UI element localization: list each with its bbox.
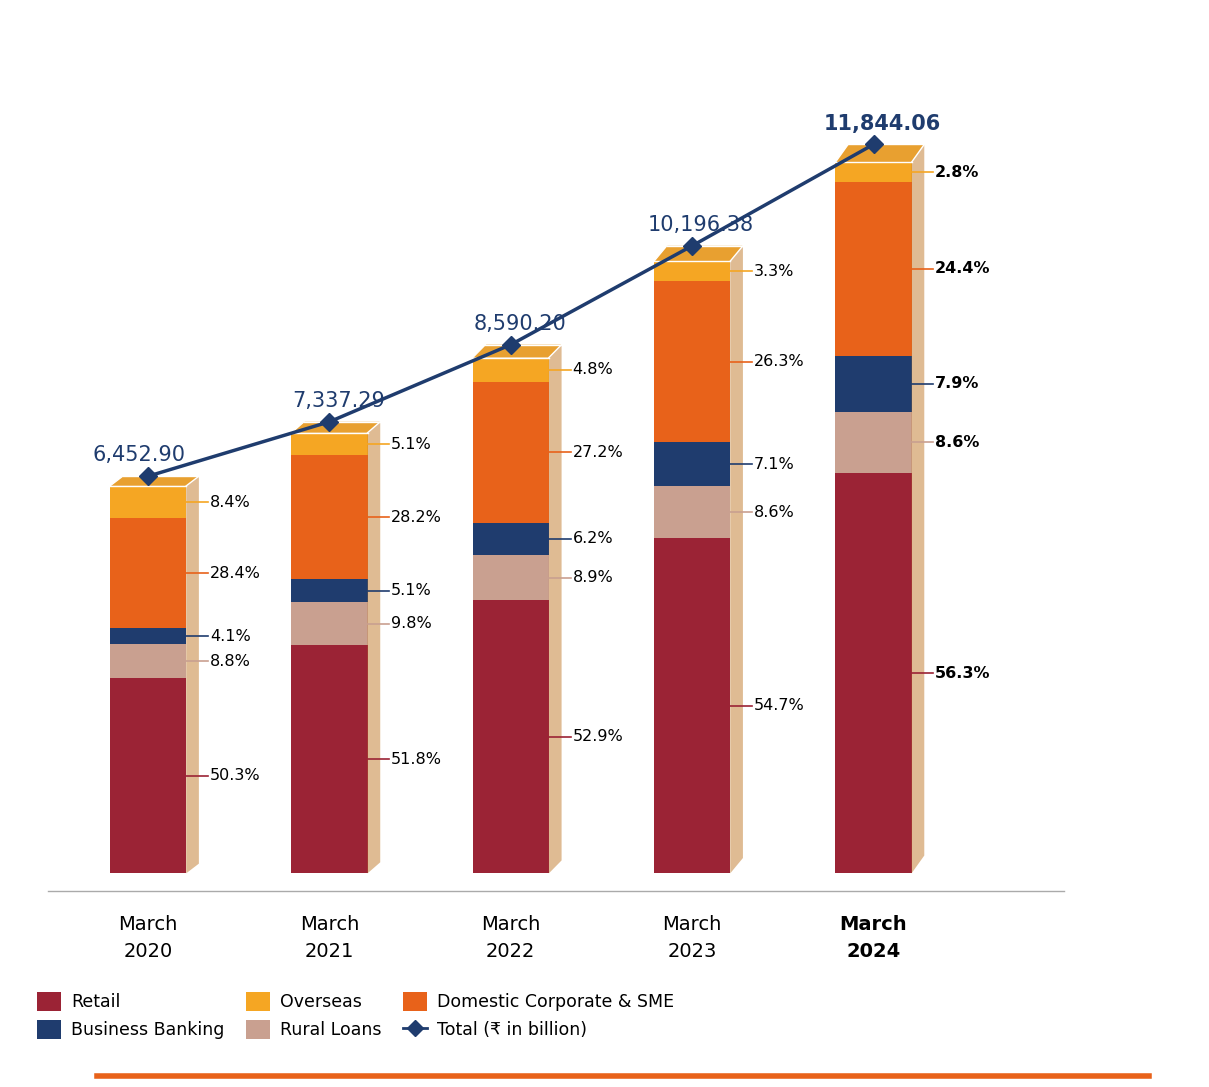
Polygon shape xyxy=(730,246,744,873)
Bar xyxy=(291,455,368,579)
Text: 8.6%: 8.6% xyxy=(936,435,979,450)
Polygon shape xyxy=(835,145,925,162)
Bar xyxy=(654,282,730,442)
Text: 26.3%: 26.3% xyxy=(754,354,804,370)
Text: 7.1%: 7.1% xyxy=(754,457,794,472)
Polygon shape xyxy=(473,345,561,358)
Text: 54.7%: 54.7% xyxy=(754,698,804,713)
Bar xyxy=(473,554,549,600)
Bar xyxy=(291,602,368,645)
Text: 5.1%: 5.1% xyxy=(392,584,432,598)
Bar xyxy=(654,486,730,538)
Text: 24.4%: 24.4% xyxy=(936,261,990,276)
Text: 11,844.06: 11,844.06 xyxy=(825,114,941,134)
Bar xyxy=(110,678,186,873)
Text: 8.9%: 8.9% xyxy=(573,570,613,585)
Polygon shape xyxy=(912,145,925,873)
Bar xyxy=(835,162,912,183)
Text: 27.2%: 27.2% xyxy=(573,445,623,460)
Bar xyxy=(654,442,730,486)
Bar xyxy=(654,538,730,873)
Legend: Retail, Business Banking, Overseas, Rural Loans, Domestic Corporate & SME, Total: Retail, Business Banking, Overseas, Rura… xyxy=(36,992,675,1039)
Text: 50.3%: 50.3% xyxy=(210,769,260,784)
Text: 2021: 2021 xyxy=(305,942,354,961)
Text: 7.9%: 7.9% xyxy=(936,376,979,391)
Text: 7,337.29: 7,337.29 xyxy=(293,391,384,411)
Bar xyxy=(291,645,368,873)
Bar xyxy=(835,412,912,473)
Text: 52.9%: 52.9% xyxy=(573,729,623,745)
Text: 28.4%: 28.4% xyxy=(210,566,261,580)
Text: 8,590.20: 8,590.20 xyxy=(474,314,566,334)
Bar xyxy=(835,473,912,873)
Text: March: March xyxy=(840,915,907,935)
Text: 8.8%: 8.8% xyxy=(210,654,250,669)
Text: 28.2%: 28.2% xyxy=(392,510,442,525)
Text: 56.3%: 56.3% xyxy=(936,665,990,680)
Polygon shape xyxy=(110,476,199,486)
Text: 2023: 2023 xyxy=(667,942,717,961)
Text: 51.8%: 51.8% xyxy=(392,752,442,766)
Text: March: March xyxy=(663,915,722,935)
Bar xyxy=(654,261,730,282)
Text: 2022: 2022 xyxy=(486,942,536,961)
Bar xyxy=(291,579,368,602)
Bar xyxy=(110,518,186,628)
Text: March: March xyxy=(118,915,178,935)
Text: March: March xyxy=(481,915,540,935)
Bar xyxy=(473,358,549,383)
Bar xyxy=(110,645,186,678)
Bar xyxy=(291,433,368,455)
Bar xyxy=(835,183,912,355)
Text: 2024: 2024 xyxy=(846,942,901,961)
Text: 2.8%: 2.8% xyxy=(936,164,979,179)
Text: 5.1%: 5.1% xyxy=(392,437,432,451)
Bar xyxy=(110,628,186,645)
Polygon shape xyxy=(549,345,561,873)
Polygon shape xyxy=(368,422,381,873)
Text: 6.2%: 6.2% xyxy=(573,532,613,546)
Polygon shape xyxy=(654,246,744,261)
Bar xyxy=(110,486,186,518)
Polygon shape xyxy=(291,422,381,433)
Text: 9.8%: 9.8% xyxy=(392,616,432,632)
Text: 2020: 2020 xyxy=(123,942,173,961)
Text: 6,452.90: 6,452.90 xyxy=(93,446,185,465)
Text: 4.8%: 4.8% xyxy=(573,362,613,377)
Text: 4.1%: 4.1% xyxy=(210,629,250,644)
Text: 8.6%: 8.6% xyxy=(754,504,794,520)
Text: 10,196.38: 10,196.38 xyxy=(648,215,754,235)
Text: 3.3%: 3.3% xyxy=(754,264,794,278)
Bar xyxy=(473,383,549,523)
Bar xyxy=(473,523,549,554)
Text: 8.4%: 8.4% xyxy=(210,495,250,510)
Text: March: March xyxy=(300,915,359,935)
Bar xyxy=(473,600,549,873)
Polygon shape xyxy=(186,476,199,873)
Bar xyxy=(835,355,912,412)
